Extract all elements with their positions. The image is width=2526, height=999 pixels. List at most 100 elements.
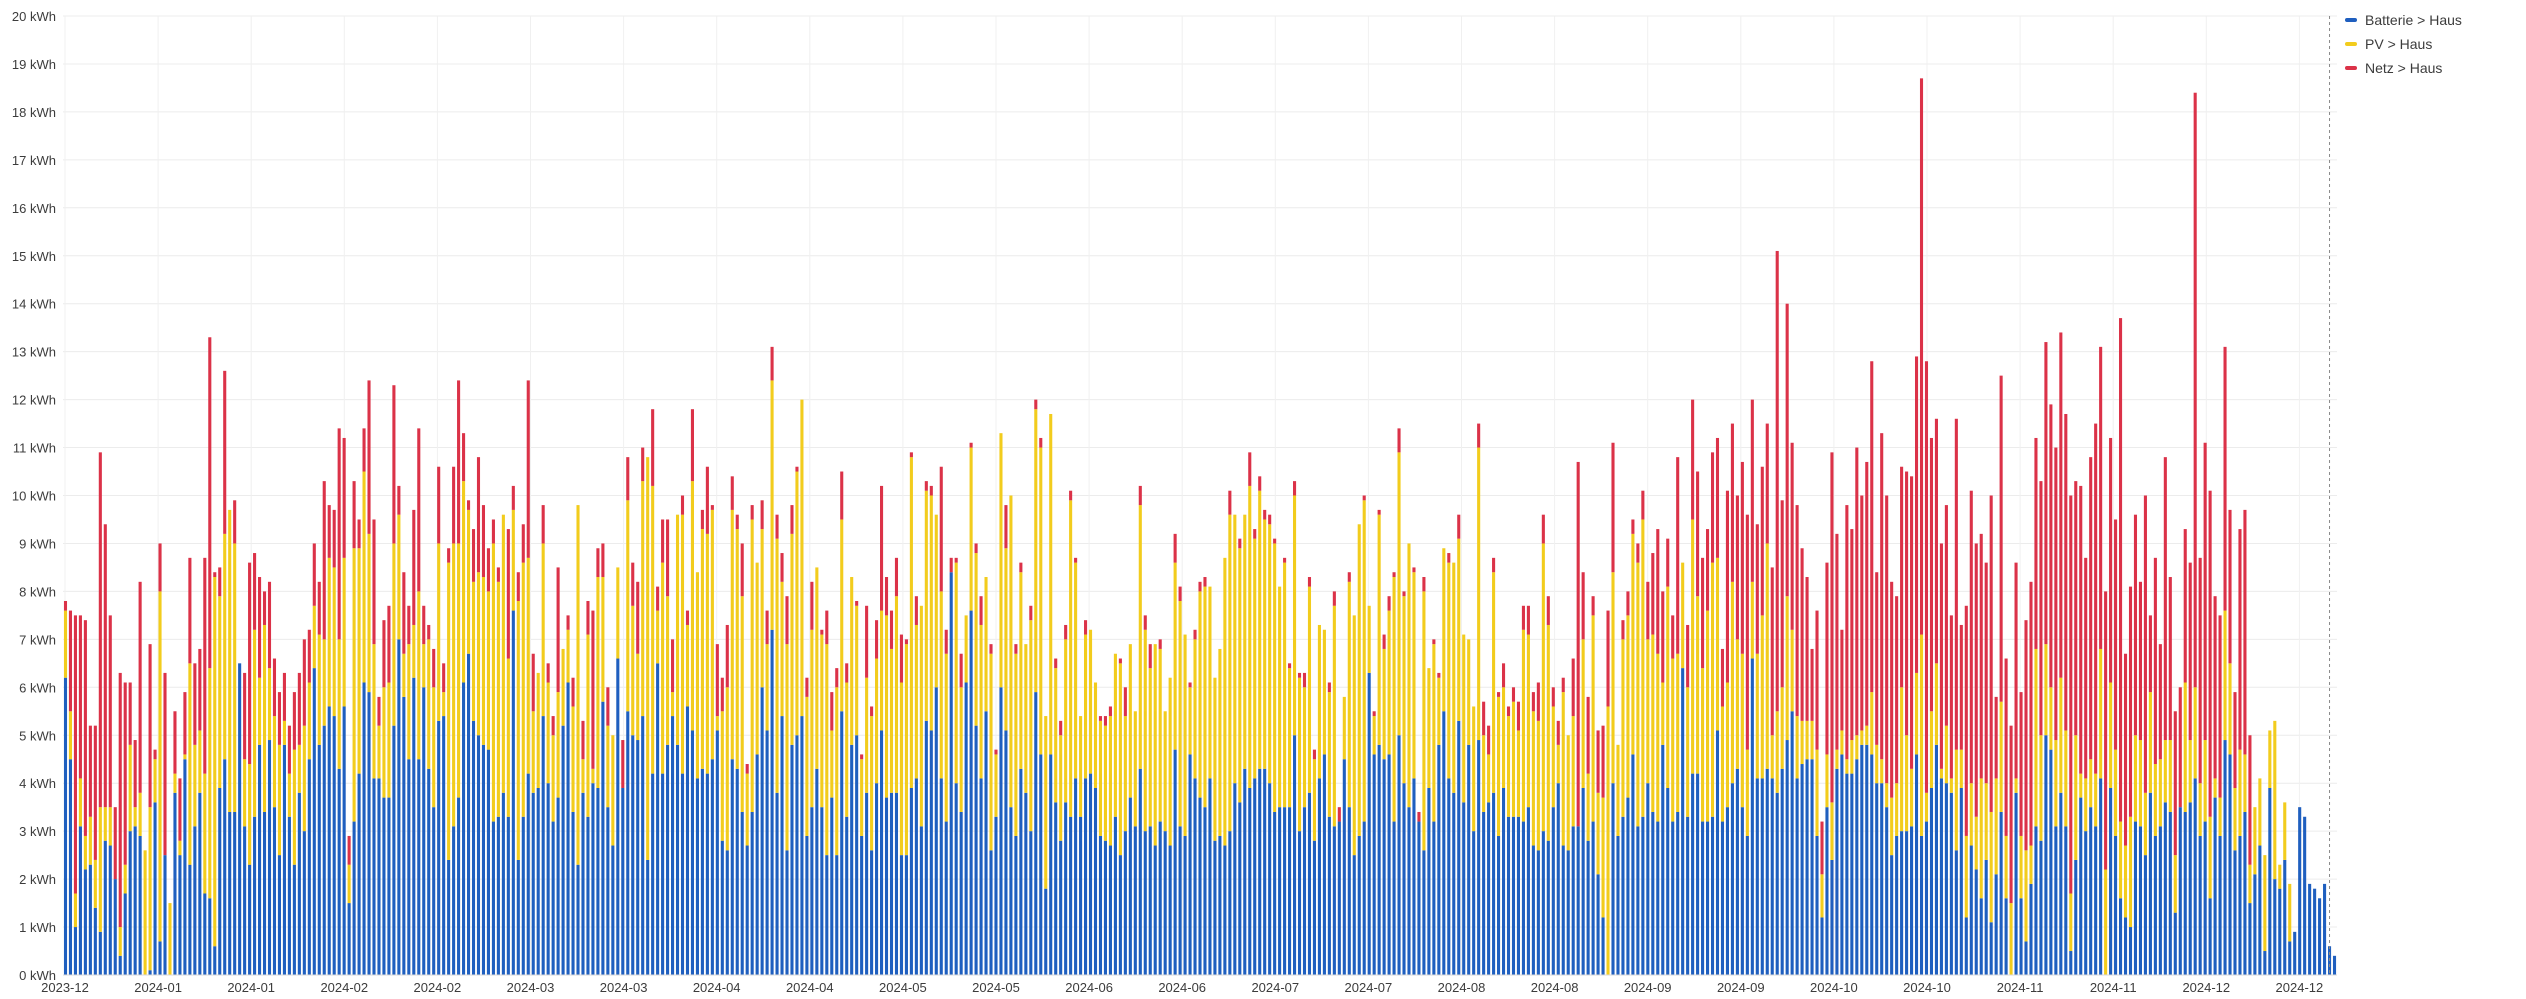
bar-segment bbox=[427, 624, 431, 640]
bar-segment bbox=[292, 864, 296, 975]
bar-segment bbox=[1815, 610, 1819, 750]
bar-segment bbox=[1895, 783, 1899, 836]
bar-segment bbox=[1850, 740, 1854, 774]
bar-segment bbox=[63, 600, 68, 611]
bar-segment bbox=[1188, 687, 1192, 755]
bar-segment bbox=[2178, 807, 2182, 975]
bar-segment bbox=[671, 639, 675, 693]
bar-segment bbox=[1412, 572, 1416, 779]
bar-segment bbox=[909, 788, 913, 975]
bar-segment bbox=[810, 581, 814, 630]
bar-segment bbox=[462, 481, 466, 683]
bar-segment bbox=[412, 509, 416, 625]
bar-segment bbox=[870, 706, 874, 717]
bar-segment bbox=[1850, 773, 1854, 975]
bar-segment bbox=[382, 687, 386, 798]
bar-segment bbox=[262, 591, 267, 625]
bar-segment bbox=[253, 553, 257, 630]
bar-segment bbox=[1999, 811, 2003, 975]
bar-segment bbox=[1447, 562, 1451, 779]
bar-segment bbox=[1701, 821, 1705, 975]
bar-segment bbox=[402, 653, 406, 697]
bar-segment bbox=[581, 792, 585, 975]
bar-segment bbox=[1870, 361, 1874, 693]
bar-segment bbox=[1730, 581, 1734, 784]
bar-segment bbox=[133, 807, 137, 827]
bar-segment bbox=[178, 778, 182, 841]
bar-segment bbox=[501, 792, 505, 975]
bar-segment bbox=[1606, 610, 1610, 707]
bar-segment bbox=[641, 447, 645, 482]
bar-segment bbox=[2014, 562, 2018, 779]
bar-segment bbox=[894, 596, 899, 793]
bar-segment bbox=[2283, 859, 2287, 975]
bar-segment bbox=[1288, 807, 1292, 975]
y-tick-label: 1 kWh bbox=[19, 920, 56, 935]
legend-swatch-grid bbox=[2345, 66, 2357, 70]
bar-segment bbox=[860, 835, 864, 975]
bar-segment bbox=[561, 648, 565, 726]
bar-segment bbox=[785, 596, 789, 645]
bar-segment bbox=[501, 514, 505, 793]
bar-segment bbox=[223, 370, 227, 534]
legend-item-battery[interactable]: Batterie > Haus bbox=[2345, 8, 2515, 32]
bar-segment bbox=[1442, 548, 1446, 712]
bar-segment bbox=[1596, 874, 1600, 975]
bar-segment bbox=[1775, 792, 1779, 975]
legend-label-pv: PV > Haus bbox=[2365, 36, 2433, 52]
bar-segment bbox=[342, 437, 346, 558]
bar-segment bbox=[262, 624, 267, 812]
bar-segment bbox=[516, 600, 520, 860]
bar-segment bbox=[377, 696, 381, 726]
bar-segment bbox=[601, 577, 605, 702]
bar-segment bbox=[198, 648, 202, 731]
bar-segment bbox=[1616, 744, 1620, 836]
bar-segment bbox=[994, 749, 998, 755]
bar-segment bbox=[1019, 562, 1023, 573]
bar-segment bbox=[2158, 826, 2162, 975]
bar-segment bbox=[1362, 500, 1366, 822]
bar-segment bbox=[1541, 831, 1545, 975]
bar-segment bbox=[924, 481, 928, 491]
bar-segment bbox=[2049, 749, 2053, 975]
bar-segment bbox=[2049, 404, 2053, 688]
bar-segment bbox=[964, 682, 968, 975]
bar-segment bbox=[710, 759, 714, 975]
bar-segment bbox=[1332, 605, 1336, 827]
bar-segment bbox=[954, 562, 958, 784]
bar-segment bbox=[576, 864, 580, 975]
bar-segment bbox=[158, 941, 162, 975]
bar-segment bbox=[2183, 811, 2187, 975]
bar-segment bbox=[481, 505, 486, 578]
bar-segment bbox=[2064, 730, 2068, 827]
bar-segment bbox=[1845, 773, 1849, 975]
bar-segment bbox=[611, 735, 615, 846]
bar-segment bbox=[1890, 581, 1894, 798]
bar-segment bbox=[556, 797, 560, 975]
bar-segment bbox=[1064, 639, 1068, 803]
bar-segment bbox=[1108, 845, 1112, 975]
legend-item-pv[interactable]: PV > Haus bbox=[2345, 32, 2515, 56]
legend-item-grid[interactable]: Netz > Haus bbox=[2345, 56, 2515, 80]
bar-segment bbox=[1954, 749, 1958, 851]
bar-segment bbox=[1750, 658, 1754, 975]
bar-segment bbox=[203, 557, 207, 774]
bar-segment bbox=[1646, 639, 1650, 784]
bar-segment bbox=[307, 629, 311, 683]
bar-segment bbox=[1422, 577, 1426, 592]
bar-segment bbox=[427, 768, 431, 975]
bar-segment bbox=[1900, 831, 1904, 975]
bar-segment bbox=[1934, 744, 1938, 975]
bar-segment bbox=[1511, 687, 1516, 702]
bar-segment bbox=[1885, 783, 1889, 808]
bar-segment bbox=[1019, 572, 1023, 769]
bar-segment bbox=[745, 773, 749, 846]
bar-segment bbox=[870, 850, 874, 975]
bar-segment bbox=[1691, 399, 1695, 520]
bar-segment bbox=[1317, 624, 1321, 779]
bar-segment bbox=[1342, 759, 1346, 975]
bar-segment bbox=[1407, 543, 1411, 808]
bar-segment bbox=[899, 634, 903, 683]
bar-segment bbox=[183, 692, 187, 755]
bar-segment bbox=[287, 725, 291, 774]
